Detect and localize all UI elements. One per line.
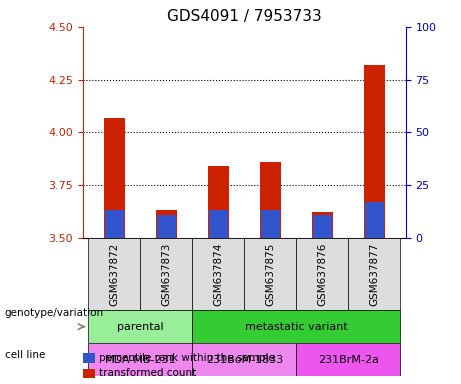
FancyBboxPatch shape: [296, 343, 401, 376]
Text: transformed count: transformed count: [99, 368, 196, 378]
Text: GSM637876: GSM637876: [318, 242, 327, 306]
Bar: [312, 212, 333, 238]
Bar: [313, 215, 332, 238]
FancyBboxPatch shape: [88, 310, 192, 343]
Text: metastatic variant: metastatic variant: [245, 322, 348, 332]
Bar: [365, 202, 384, 238]
FancyBboxPatch shape: [88, 343, 192, 376]
Text: GSM637872: GSM637872: [109, 242, 119, 306]
Text: cell line: cell line: [5, 350, 45, 360]
FancyBboxPatch shape: [192, 238, 244, 310]
FancyBboxPatch shape: [192, 310, 401, 343]
FancyBboxPatch shape: [244, 238, 296, 310]
Bar: [209, 210, 228, 238]
Text: GSM637873: GSM637873: [161, 242, 171, 306]
Bar: [105, 210, 124, 238]
Title: GDS4091 / 7953733: GDS4091 / 7953733: [167, 9, 322, 24]
Text: GSM637877: GSM637877: [369, 242, 379, 306]
Text: GSM637874: GSM637874: [213, 242, 223, 306]
FancyBboxPatch shape: [88, 238, 140, 310]
Bar: [157, 215, 176, 238]
Bar: [208, 166, 229, 238]
Text: 231BrM-2a: 231BrM-2a: [318, 355, 379, 365]
FancyBboxPatch shape: [349, 238, 401, 310]
Text: GSM637875: GSM637875: [266, 242, 275, 306]
Bar: [104, 118, 124, 238]
Text: MDA-MB-231: MDA-MB-231: [105, 355, 176, 365]
Text: parental: parental: [117, 322, 164, 332]
Bar: [364, 65, 385, 238]
Text: genotype/variation: genotype/variation: [5, 308, 104, 318]
Bar: [260, 162, 281, 238]
Text: 231BoM-1833: 231BoM-1833: [206, 355, 283, 365]
Bar: [156, 210, 177, 238]
Text: percentile rank within the sample: percentile rank within the sample: [99, 353, 275, 363]
Bar: [261, 210, 280, 238]
FancyBboxPatch shape: [192, 343, 296, 376]
FancyBboxPatch shape: [296, 238, 349, 310]
FancyBboxPatch shape: [140, 238, 192, 310]
